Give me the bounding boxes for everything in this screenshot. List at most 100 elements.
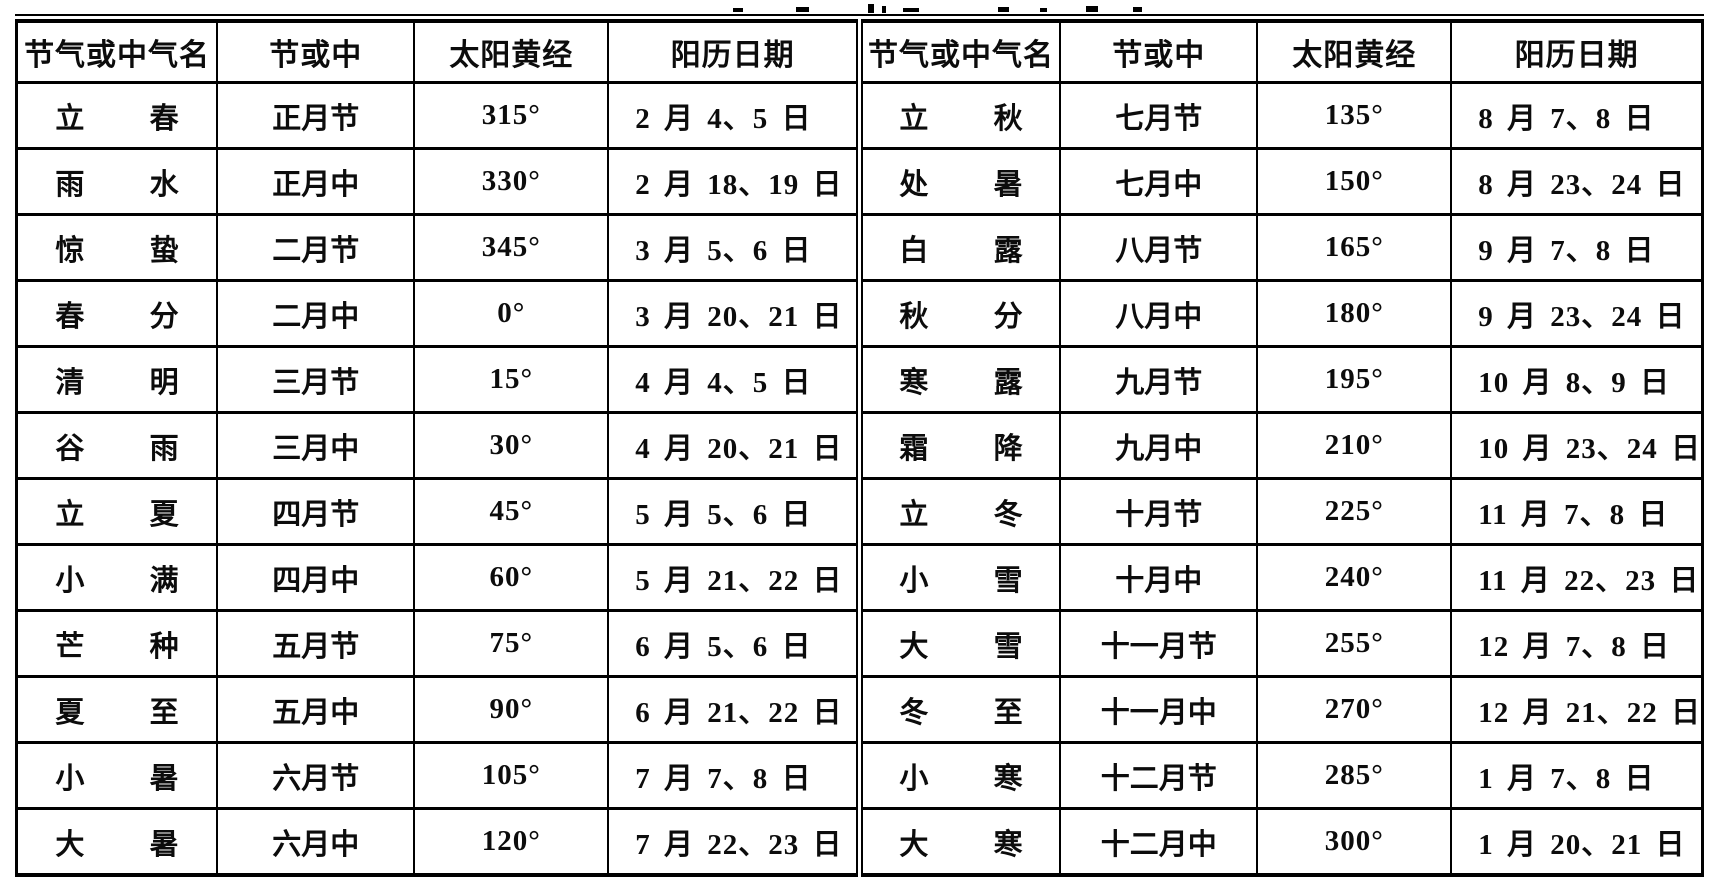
table-row: 小 暑六月节 105° 7 月 7、8 日小 寒十二月节 285° 1 月 7、8 日	[15, 741, 1704, 810]
cell-jie-or-zhong: 五月节	[216, 609, 416, 678]
cell-term-name: 小 寒	[855, 741, 1062, 810]
table-row: 春 分二月中 0° 3 月 20、21 日秋 分八月中 180° 9 月 23、24 日	[15, 279, 1704, 348]
column-header-jie-or-zhong: 节或中	[1059, 19, 1259, 84]
column-header-solar-longitude: 太阳黄经	[1256, 19, 1453, 84]
cell-jie-or-zhong: 十一月节	[1059, 609, 1259, 678]
cell-solar-longitude: 195°	[1256, 345, 1453, 414]
cell-term-name: 霜 降	[855, 411, 1062, 480]
table-row: 雨 水正月中 330° 2 月 18、19 日处 暑七月中 150° 8 月 23、24…	[15, 147, 1704, 216]
column-header-term-name: 节气或中气名	[15, 19, 219, 84]
cell-jie-or-zhong: 十一月中	[1059, 675, 1259, 744]
cell-jie-or-zhong: 十二月中	[1059, 807, 1259, 877]
table-row: 清 明三月节 15° 4 月 4、5 日寒 露九月节 195° 10 月 8、9 日	[15, 345, 1704, 414]
cell-jie-or-zhong: 七月中	[1059, 147, 1259, 216]
solar-terms-table: 节气或中气名 节或中 太阳黄经 阳历日期 节气或中气名 节或中 太阳黄经 阳历日期 立 春正月…	[15, 14, 1704, 877]
column-header-jie-or-zhong: 节或中	[216, 19, 416, 84]
cell-term-name: 大 暑	[15, 807, 219, 877]
cell-solar-longitude: 135°	[1256, 81, 1453, 150]
cell-gregorian-date: 12 月 21、22 日	[1450, 675, 1704, 744]
cell-jie-or-zhong: 正月中	[216, 147, 416, 216]
cell-term-name: 寒 露	[855, 345, 1062, 414]
cell-term-name: 处 暑	[855, 147, 1062, 216]
cell-term-name: 春 分	[15, 279, 219, 348]
cell-jie-or-zhong: 八月节	[1059, 213, 1259, 282]
cell-jie-or-zhong: 五月中	[216, 675, 416, 744]
cell-term-name: 雨 水	[15, 147, 219, 216]
cell-solar-longitude: 345°	[413, 213, 610, 282]
cell-gregorian-date: 5 月 21、22 日	[607, 543, 861, 612]
cell-jie-or-zhong: 六月中	[216, 807, 416, 877]
cell-term-name: 惊 蛰	[15, 213, 219, 282]
cell-gregorian-date: 5 月 5、6 日	[607, 477, 861, 546]
cell-term-name: 大 寒	[855, 807, 1062, 877]
cell-gregorian-date: 10 月 8、9 日	[1450, 345, 1704, 414]
cell-jie-or-zhong: 三月中	[216, 411, 416, 480]
cell-jie-or-zhong: 十二月节	[1059, 741, 1259, 810]
cell-solar-longitude: 180°	[1256, 279, 1453, 348]
cell-gregorian-date: 8 月 7、8 日	[1450, 81, 1704, 150]
cell-term-name: 冬 至	[855, 675, 1062, 744]
column-header-solar-longitude: 太阳黄经	[413, 19, 610, 84]
cell-gregorian-date: 4 月 4、5 日	[607, 345, 861, 414]
cell-jie-or-zhong: 二月节	[216, 213, 416, 282]
cell-jie-or-zhong: 六月节	[216, 741, 416, 810]
cell-term-name: 立 秋	[855, 81, 1062, 150]
cell-jie-or-zhong: 四月节	[216, 477, 416, 546]
cell-gregorian-date: 7 月 7、8 日	[607, 741, 861, 810]
cell-solar-longitude: 15°	[413, 345, 610, 414]
table-row: 谷 雨三月中 30° 4 月 20、21 日霜 降九月中 210° 10 月 23、24…	[15, 411, 1704, 480]
cell-gregorian-date: 3 月 20、21 日	[607, 279, 861, 348]
cell-jie-or-zhong: 四月中	[216, 543, 416, 612]
cell-term-name: 谷 雨	[15, 411, 219, 480]
table-row: 立 夏四月节 45° 5 月 5、6 日立 冬十月节 225° 11 月 7、8 日	[15, 477, 1704, 546]
cell-jie-or-zhong: 三月节	[216, 345, 416, 414]
cell-solar-longitude: 300°	[1256, 807, 1453, 877]
cell-term-name: 白 露	[855, 213, 1062, 282]
table-row: 立 春正月节 315° 2 月 4、5 日立 秋七月节 135° 8 月 7、8 日	[15, 81, 1704, 150]
cell-gregorian-date: 6 月 21、22 日	[607, 675, 861, 744]
cell-term-name: 夏 至	[15, 675, 219, 744]
column-header-term-name: 节气或中气名	[855, 19, 1062, 84]
cell-term-name: 小 暑	[15, 741, 219, 810]
cell-solar-longitude: 270°	[1256, 675, 1453, 744]
header-row: 节气或中气名 节或中 太阳黄经 阳历日期 节气或中气名 节或中 太阳黄经 阳历日期	[15, 19, 1704, 84]
cell-gregorian-date: 6 月 5、6 日	[607, 609, 861, 678]
cell-gregorian-date: 12 月 7、8 日	[1450, 609, 1704, 678]
cropped-title-fragment	[0, 0, 1713, 14]
cell-term-name: 小 雪	[855, 543, 1062, 612]
cell-jie-or-zhong: 八月中	[1059, 279, 1259, 348]
cell-term-name: 大 雪	[855, 609, 1062, 678]
cell-solar-longitude: 330°	[413, 147, 610, 216]
cell-solar-longitude: 45°	[413, 477, 610, 546]
cell-term-name: 芒 种	[15, 609, 219, 678]
cell-solar-longitude: 165°	[1256, 213, 1453, 282]
cell-jie-or-zhong: 九月中	[1059, 411, 1259, 480]
cell-gregorian-date: 1 月 7、8 日	[1450, 741, 1704, 810]
cell-solar-longitude: 225°	[1256, 477, 1453, 546]
cell-jie-or-zhong: 十月节	[1059, 477, 1259, 546]
cell-jie-or-zhong: 七月节	[1059, 81, 1259, 150]
cell-gregorian-date: 9 月 23、24 日	[1450, 279, 1704, 348]
cell-solar-longitude: 315°	[413, 81, 610, 150]
cell-solar-longitude: 240°	[1256, 543, 1453, 612]
table-row: 大 暑六月中 120° 7 月 22、23 日大 寒十二月中 300° 1 月 20、2…	[15, 807, 1704, 877]
cell-solar-longitude: 120°	[413, 807, 610, 877]
cell-gregorian-date: 2 月 4、5 日	[607, 81, 861, 150]
cell-gregorian-date: 9 月 7、8 日	[1450, 213, 1704, 282]
cell-term-name: 立 春	[15, 81, 219, 150]
column-header-gregorian-date: 阳历日期	[1450, 19, 1704, 84]
cell-term-name: 立 夏	[15, 477, 219, 546]
cell-solar-longitude: 75°	[413, 609, 610, 678]
cell-gregorian-date: 11 月 7、8 日	[1450, 477, 1704, 546]
cell-gregorian-date: 10 月 23、24 日	[1450, 411, 1704, 480]
cell-gregorian-date: 4 月 20、21 日	[607, 411, 861, 480]
cell-solar-longitude: 105°	[413, 741, 610, 810]
table-row: 小 满四月中 60° 5 月 21、22 日小 雪十月中 240° 11 月 22、23…	[15, 543, 1704, 612]
cell-solar-longitude: 30°	[413, 411, 610, 480]
cell-solar-longitude: 0°	[413, 279, 610, 348]
cell-term-name: 秋 分	[855, 279, 1062, 348]
cell-gregorian-date: 7 月 22、23 日	[607, 807, 861, 877]
cell-gregorian-date: 3 月 5、6 日	[607, 213, 861, 282]
cell-solar-longitude: 255°	[1256, 609, 1453, 678]
cell-gregorian-date: 11 月 22、23 日	[1450, 543, 1704, 612]
